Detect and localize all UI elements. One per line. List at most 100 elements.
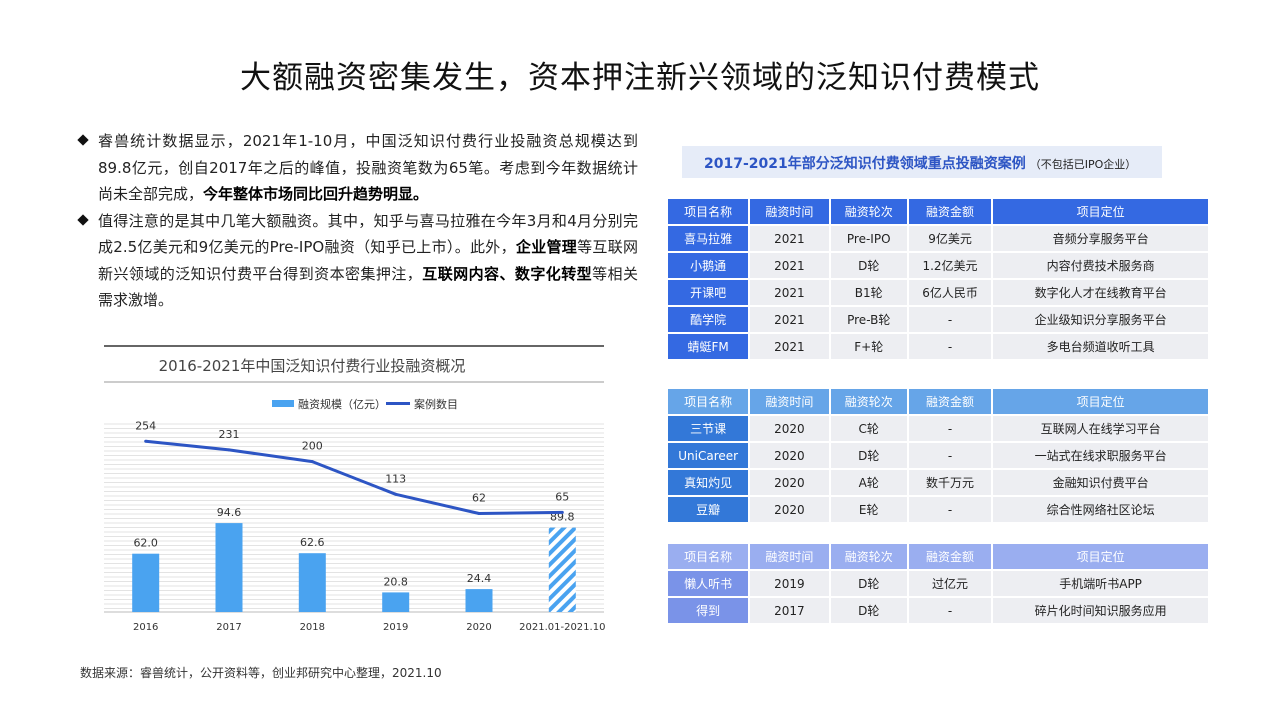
x-tick-label: 2020 (466, 622, 491, 633)
x-tick-label: 2019 (383, 622, 408, 633)
table-cell: 2021 (750, 253, 829, 278)
series-line (145, 439, 563, 515)
line-point (560, 510, 564, 514)
line-point (310, 460, 314, 464)
col-header: 项目名称 (668, 389, 749, 414)
col-header: 融资时间 (750, 389, 829, 414)
table-cell: - (908, 307, 992, 332)
table-cell: - (908, 416, 992, 441)
chart-grid (104, 423, 604, 613)
table-cell: 2021 (750, 334, 829, 359)
bar-value-label: 62.0 (133, 537, 158, 550)
col-header: 项目名称 (668, 544, 749, 569)
table-cell: 2020 (750, 416, 829, 441)
bullet-list: 睿兽统计数据显示，2021年1-10月，中国泛知识付费行业投融资总规模达到89.… (77, 128, 638, 314)
x-tick-label: 2018 (300, 622, 325, 633)
table-cell: B1轮 (830, 280, 907, 305)
table-cell: Pre-B轮 (830, 307, 907, 332)
bullet-text: 等互联网新兴领域的泛知识付费平台得到资本密集押注， (98, 238, 638, 283)
table-cell: 6亿人民币 (908, 280, 992, 305)
table-heading-note: （不包括已IPO企业） (1029, 158, 1137, 171)
bar (298, 553, 326, 612)
project-name-cell: UniCareer (668, 443, 749, 468)
bar (465, 589, 493, 612)
project-name-cell: 蜻蜓FM (668, 334, 749, 359)
bullet-item: 值得注意的是其中几笔大额融资。其中，知乎与喜马拉雅在今年3月和4月分别完成2.5… (77, 208, 638, 314)
table-cell: - (908, 598, 992, 623)
col-header: 融资时间 (750, 199, 829, 224)
bar (382, 592, 410, 612)
table-cell: 2020 (750, 443, 829, 468)
legend-bar-label: 融资规模（亿元） (298, 397, 386, 411)
table-row: 真知灼见 2020 A轮 数千万元 金融知识付费平台 (668, 470, 1208, 495)
x-tick-label: 2021.01-2021.10 (519, 622, 605, 633)
table-cell: 2021 (750, 226, 829, 251)
table-row: 喜马拉雅 2021 Pre-IPO 9亿美元 音频分享服务平台 (668, 226, 1208, 251)
col-header: 融资时间 (750, 544, 829, 569)
table-cell: 内容付费技术服务商 (993, 253, 1208, 278)
table-row: 懒人听书 2019 D轮 过亿元 手机端听书APP (668, 571, 1208, 596)
project-name-cell: 真知灼见 (668, 470, 749, 495)
table-cell: 2019 (750, 571, 829, 596)
line-point (477, 512, 481, 515)
line-value-label: 200 (302, 440, 323, 453)
project-name-cell: 豆瓣 (668, 497, 749, 522)
table-cell: D轮 (830, 443, 907, 468)
bar (215, 523, 243, 612)
col-header: 融资金额 (908, 389, 992, 414)
table-cell: 2017 (750, 598, 829, 623)
table-cell: Pre-IPO (830, 226, 907, 251)
table-cell: 2021 (750, 307, 829, 332)
table-cell: D轮 (830, 571, 907, 596)
table-cell: - (908, 497, 992, 522)
table-row: 小鹅通 2021 D轮 1.2亿美元 内容付费技术服务商 (668, 253, 1208, 278)
line-point (394, 492, 398, 496)
line-point (227, 448, 231, 452)
col-header: 项目定位 (993, 199, 1208, 224)
project-name-cell: 开课吧 (668, 280, 749, 305)
line-value-label: 62 (472, 492, 486, 505)
col-header: 融资轮次 (830, 544, 907, 569)
table-row: 得到 2017 D轮 - 碎片化时间知识服务应用 (668, 598, 1208, 623)
col-header: 项目定位 (993, 544, 1208, 569)
page-title: 大额融资密集发生，资本押注新兴领域的泛知识付费模式 (240, 60, 1040, 96)
table-cell: 2020 (750, 470, 829, 495)
bullet-text-bold: 企业管理 (515, 238, 578, 256)
bullet-text: 睿兽统计数据显示，2021年1-10月，中国泛知识付费行业投融资总规模达到89.… (98, 132, 638, 203)
table-row: 豆瓣 2020 E轮 - 综合性网络社区论坛 (668, 497, 1208, 522)
legend-bar-swatch (272, 400, 294, 407)
bullet-text-bold: 互联网内容、数字化转型 (422, 264, 593, 283)
table-cell: D轮 (830, 598, 907, 623)
x-tick-label: 2016 (133, 622, 158, 633)
chart-legend: 融资规模（亿元） 案例数目 (272, 397, 458, 411)
project-name-cell: 酷学院 (668, 307, 749, 332)
table-cell: 2020 (750, 497, 829, 522)
bar (132, 553, 160, 612)
bar-value-label: 62.6 (300, 536, 325, 549)
diamond-bullet-icon (77, 213, 89, 226)
bullet-text: 等相关需求激增。 (98, 264, 638, 310)
table-cell: A轮 (830, 470, 907, 495)
table-cell: 碎片化时间知识服务应用 (993, 598, 1208, 623)
table-cell: 数字化人才在线教育平台 (993, 280, 1208, 305)
financing-chart: 2016-2021年中国泛知识付费行业投融资概况 融资规模（亿元） 案例数目 6… (100, 344, 610, 639)
bar-value-label: 94.6 (217, 506, 242, 519)
table-cell: D轮 (830, 253, 907, 278)
line-series: 254 231 200 113 62 65 (135, 419, 569, 515)
table-cell: F+轮 (830, 334, 907, 359)
table-row: 三节课 2020 C轮 - 互联网人在线学习平台 (668, 416, 1208, 441)
col-header: 融资金额 (908, 544, 992, 569)
table-cell: 互联网人在线学习平台 (993, 416, 1208, 441)
table-row: 蜻蜓FM 2021 F+轮 - 多电台频道收听工具 (668, 334, 1208, 359)
project-name-cell: 喜马拉雅 (668, 226, 749, 251)
line-value-label: 113 (385, 472, 406, 485)
table-cell: 综合性网络社区论坛 (993, 497, 1208, 522)
table-cell: - (908, 334, 992, 359)
project-name-cell: 得到 (668, 598, 749, 623)
line-value-label: 65 (555, 490, 569, 503)
bullet-item: 睿兽统计数据显示，2021年1-10月，中国泛知识付费行业投融资总规模达到89.… (77, 128, 638, 208)
table-cell: 手机端听书APP (993, 571, 1208, 596)
table-cell: 2021 (750, 280, 829, 305)
table-cell: 多电台频道收听工具 (993, 334, 1208, 359)
bullet-text: 值得注意的是其中几笔大额融资。其中，知乎与喜马拉雅在今年3月和4月分别完成2.5… (98, 211, 638, 257)
